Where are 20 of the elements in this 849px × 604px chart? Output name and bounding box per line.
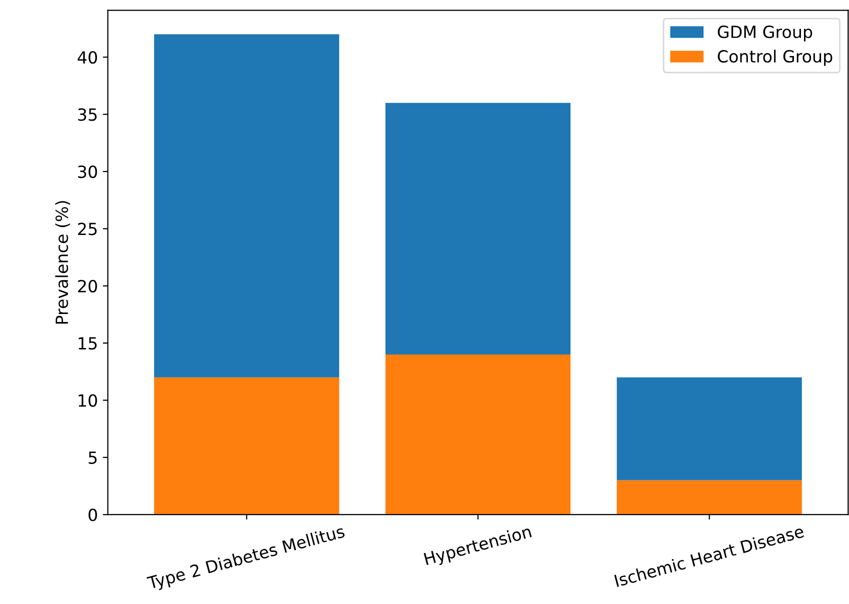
y-tick-label: 0	[88, 508, 97, 522]
bar	[154, 377, 340, 515]
y-tick-label: 35	[78, 108, 97, 121]
bar	[385, 102, 571, 354]
bar	[385, 354, 571, 515]
y-tick-label: 30	[78, 165, 97, 178]
bar	[154, 34, 340, 378]
y-tick-label: 40	[78, 51, 97, 64]
y-tick-label: 25	[78, 222, 97, 236]
y-axis-title: Prevalence (%)	[55, 201, 70, 324]
y-tick-label: 15	[78, 337, 97, 350]
legend-label: GDM Group	[718, 26, 812, 42]
bar	[616, 480, 802, 515]
y-tick-label: 5	[88, 452, 97, 464]
legend-label: Control Group	[718, 50, 832, 66]
y-tick-label: 20	[78, 280, 97, 292]
x-tick-label: Type 2 Diabetes Mellitus	[146, 524, 346, 592]
y-tick-label: 10	[78, 394, 97, 407]
x-tick-label: Ischemic Heart Disease	[614, 524, 804, 588]
bar	[616, 377, 802, 480]
